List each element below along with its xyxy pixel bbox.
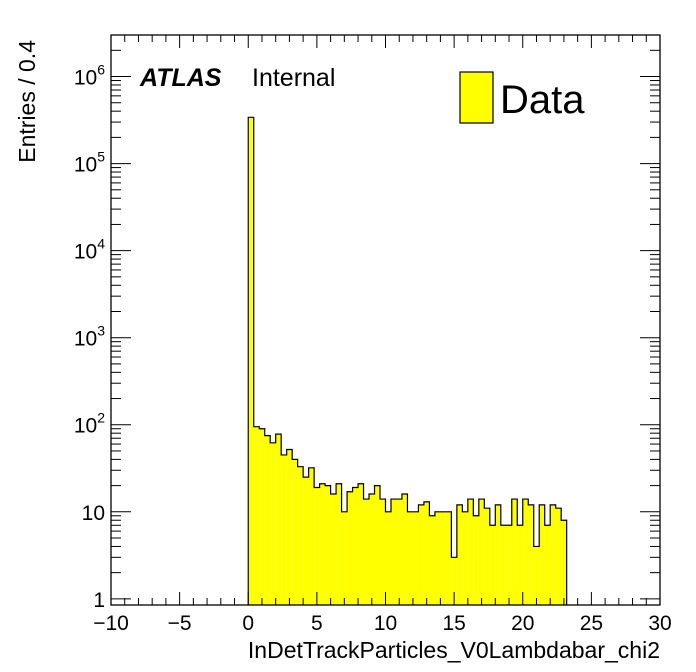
histogram-bin	[259, 428, 265, 605]
histogram-bin	[429, 515, 435, 605]
histogram-bin	[297, 466, 304, 605]
chart-labels: −10 −5 0 5 10 15 20 25 30 1 10 102 103 104 105 106 InDet…	[14, 40, 672, 663]
histogram-bin	[325, 485, 331, 605]
histogram-bin	[456, 504, 463, 605]
histogram-bin	[489, 525, 496, 605]
x-tick-label: −5	[168, 612, 192, 635]
histogram-bin	[281, 454, 287, 605]
histogram-bin	[303, 477, 309, 605]
x-axis-title: InDetTrackParticles_V0Lambdabar_chi2	[248, 637, 660, 663]
y-tick-label: 104	[74, 236, 105, 264]
histogram-bin	[412, 511, 419, 605]
histogram-bin	[517, 525, 523, 605]
histogram-bin	[440, 511, 446, 605]
histogram-bin	[478, 499, 485, 605]
histogram-bin	[401, 494, 408, 605]
histogram-bin	[363, 499, 370, 605]
histogram-bin	[495, 504, 501, 605]
y-tick-label: 102	[74, 410, 105, 438]
histogram-bin	[506, 525, 512, 605]
histogram-bin	[544, 525, 551, 605]
histogram-bin	[396, 499, 402, 605]
histogram-bin	[462, 511, 468, 605]
histogram-bin	[434, 511, 441, 605]
y-axis-title: Entries / 0.4	[14, 40, 40, 163]
x-tick-label: 10	[374, 612, 397, 635]
histogram-bin	[319, 483, 326, 605]
histogram-bin	[264, 435, 271, 605]
histogram-bin	[352, 487, 359, 605]
x-tick-label: −10	[93, 612, 129, 635]
histogram-bin	[374, 485, 381, 605]
histogram-bin	[292, 459, 298, 605]
histogram-bin	[418, 504, 424, 605]
histogram-bin	[275, 434, 282, 605]
histogram-bin	[385, 511, 391, 605]
histogram-bin	[336, 483, 342, 605]
histogram-bin	[248, 117, 254, 606]
histogram-outline	[247, 116, 568, 605]
x-tick-label: 20	[511, 612, 534, 635]
x-tick-label: 0	[242, 612, 254, 635]
histogram-bin	[308, 467, 315, 605]
histogram-bin	[347, 491, 353, 605]
legend-swatch-data	[459, 71, 494, 124]
histogram-bin	[473, 515, 479, 605]
y-tick-label: 1	[93, 589, 105, 612]
atlas-label: ATLAS	[139, 64, 222, 92]
histogram-bin	[561, 520, 567, 605]
histogram-bin	[451, 557, 457, 605]
x-tick-label: 30	[648, 612, 671, 635]
x-tick-label: 25	[580, 612, 603, 635]
y-tick-label: 106	[74, 62, 105, 90]
y-tick-label: 10	[82, 502, 105, 525]
histogram-bin	[390, 499, 397, 605]
histogram-bin	[423, 501, 430, 605]
histogram-bin	[270, 442, 276, 605]
histogram-bin	[341, 511, 348, 605]
histogram-bin	[407, 511, 413, 605]
atlas-status-label: Internal	[252, 64, 335, 92]
histogram-bin	[445, 511, 452, 605]
histogram-bin	[467, 499, 474, 605]
histogram-bin	[314, 487, 320, 605]
y-tick-label: 105	[74, 149, 105, 177]
histogram-bin	[369, 494, 375, 605]
histogram-bin	[550, 504, 556, 605]
histogram-bin	[330, 494, 337, 605]
histogram-bin	[539, 504, 545, 605]
histogram-bars	[247, 116, 568, 606]
histogram-bin	[555, 508, 562, 605]
axes	[110, 34, 661, 606]
histogram-bin	[528, 504, 534, 605]
x-tick-label: 5	[311, 612, 323, 635]
histogram-bin	[500, 525, 507, 605]
histogram-bin	[286, 449, 293, 605]
x-tick-label: 15	[442, 612, 465, 635]
histogram-bin	[484, 508, 490, 605]
histogram-bin	[253, 426, 260, 605]
legend-label-data: Data	[500, 78, 585, 122]
histogram-bin	[380, 499, 386, 605]
y-tick-label: 103	[74, 323, 105, 351]
histogram-bin	[533, 546, 540, 605]
histogram-bin	[522, 499, 529, 605]
histogram-bin	[511, 499, 518, 605]
histogram-bin	[358, 483, 364, 605]
